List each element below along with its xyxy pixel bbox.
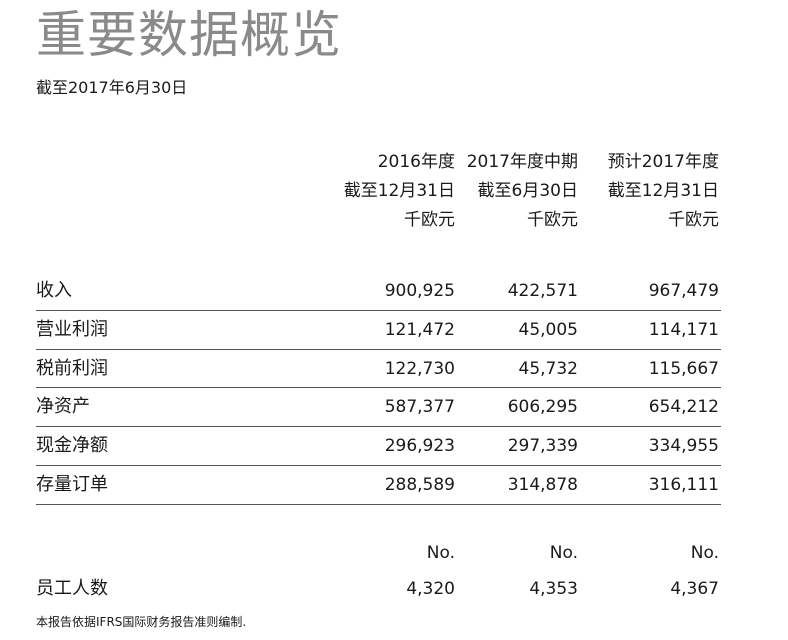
row-value-2017-interim: 45,005 — [518, 319, 578, 340]
column-header-date: 截至6月30日 — [477, 181, 578, 201]
row-value-2017-forecast: 967,479 — [648, 281, 719, 301]
row-label: 现金净额 — [36, 435, 108, 457]
row-label: 净资产 — [36, 396, 90, 418]
row-value-2017-forecast: 115,667 — [648, 358, 719, 379]
row-value-2017-forecast: 654,212 — [648, 397, 719, 418]
row-value-2016: 122,730 — [384, 358, 455, 379]
row-label: 营业利润 — [36, 318, 108, 340]
row-value-2017-interim: 314,878 — [507, 474, 578, 495]
row-value-2017-forecast: 114,171 — [648, 319, 719, 340]
row-label: 存量订单 — [36, 473, 108, 495]
row-value-2016: 288,589 — [384, 474, 455, 495]
row-label: 收入 — [36, 280, 72, 301]
row-value-2017-interim: 606,295 — [507, 397, 578, 418]
row-value-2016: 900,925 — [384, 281, 455, 301]
table-row: 存量订单 288,589 314,878 316,111 — [36, 466, 721, 505]
row-value-2017-forecast: 334,955 — [648, 436, 719, 457]
row-value-2017-interim: 297,339 — [507, 436, 578, 457]
row-value-2016: 587,377 — [384, 397, 455, 418]
table-row: 净资产 587,377 606,295 654,212 — [36, 388, 721, 428]
row-value-2016: 121,472 — [384, 319, 455, 340]
row-label: 税前利润 — [36, 357, 108, 379]
employees-label: 员工人数 — [36, 578, 108, 599]
column-header-date: 截至12月31日 — [343, 181, 455, 201]
row-value-2017-interim: 422,571 — [507, 281, 578, 301]
column-header-date: 截至12月31日 — [607, 181, 719, 201]
employees-value-2017-interim: 4,353 — [529, 579, 578, 599]
row-value-2017-interim: 45,732 — [518, 358, 578, 379]
column-header-period: 预计2017年度 — [607, 152, 719, 172]
column-header-2016: 2016年度 截至12月31日 千欧元 — [344, 148, 455, 235]
column-header-2017-interim: 2017年度中期 截至6月30日 千欧元 — [467, 148, 578, 235]
table-row: 现金净额 296,923 297,339 334,955 — [36, 427, 721, 466]
page-subtitle: 截至2017年6月30日 — [36, 78, 188, 97]
column-header-period: 2016年度 — [377, 152, 455, 172]
employees-value-2017-forecast: 4,367 — [670, 579, 719, 599]
row-value-2017-forecast: 316,111 — [648, 474, 719, 495]
column-header-unit: 千欧元 — [668, 210, 719, 230]
row-value-2016: 296,923 — [384, 436, 455, 457]
column-header-unit: 千欧元 — [404, 210, 455, 230]
table-row: 税前利润 122,730 45,732 115,667 — [36, 350, 721, 389]
column-header-2017-forecast: 预计2017年度 截至12月31日 千欧元 — [608, 148, 719, 235]
footnote: 本报告依据IFRS国际财务报告准则编制. — [36, 615, 247, 629]
employee-unit-2016: No. — [426, 543, 455, 563]
table-row: 收入 900,925 422,571 967,479 — [36, 272, 721, 311]
column-header-period: 2017年度中期 — [466, 152, 578, 172]
employee-unit-2017-forecast: No. — [690, 543, 719, 563]
column-header-unit: 千欧元 — [527, 210, 578, 230]
key-data-table: 收入 900,925 422,571 967,479 营业利润 121,472 … — [36, 272, 721, 505]
page-title: 重要数据概览 — [36, 6, 342, 64]
table-row: 营业利润 121,472 45,005 114,171 — [36, 311, 721, 350]
employee-unit-2017-interim: No. — [549, 543, 578, 563]
employees-value-2016: 4,320 — [406, 579, 455, 599]
